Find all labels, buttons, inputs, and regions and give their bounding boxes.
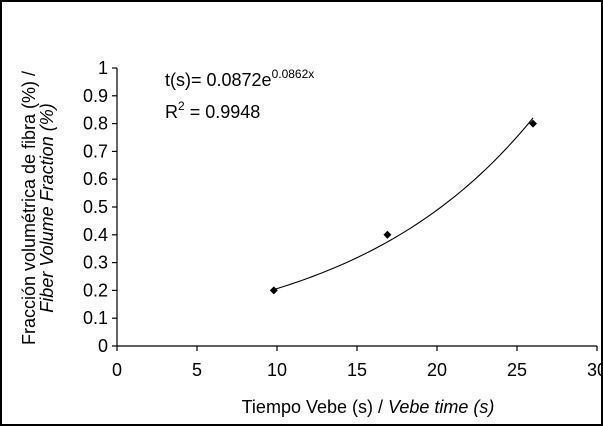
y-tick-label: 0.5: [83, 197, 108, 217]
y-ticks: 0 0.1 0.2 0.3 0.4 0.5 0.6 0.7 0.8 0.9 1: [83, 58, 117, 356]
x-tick-label: 0: [112, 360, 122, 380]
equation-exponent: 0.0862x: [272, 67, 315, 81]
y-tick-label: 0: [98, 336, 108, 356]
x-tick-label: 10: [267, 360, 287, 380]
x-tick-label: 25: [507, 360, 527, 380]
y-axis-label: Fracción volumétrica de fibra (%) / Fibe…: [19, 71, 57, 345]
trendline: [273, 117, 534, 291]
y-tick-label: 1: [98, 58, 108, 78]
trendline-equation: t(s)= 0.0872e0.0862x: [165, 67, 314, 90]
x-tick-label: 20: [427, 360, 447, 380]
y-tick-label: 0.6: [83, 169, 108, 189]
x-ticks: 0 5 10 15 20 25 30: [112, 346, 603, 380]
x-tick-label: 15: [347, 360, 367, 380]
data-point: [383, 230, 392, 239]
x-axis-label: Tiempo Vebe (s) / Vebe time (s): [242, 397, 495, 417]
y-axis-label-line1: Fracción volumétrica de fibra (%) /: [19, 71, 39, 345]
y-tick-label: 0.8: [83, 114, 108, 134]
y-tick-label: 0.1: [83, 308, 108, 328]
y-tick-label: 0.3: [83, 253, 108, 273]
y-tick-label: 0.2: [83, 280, 108, 300]
y-tick-label: 0.9: [83, 86, 108, 106]
y-tick-label: 0.4: [83, 225, 108, 245]
data-points: [269, 119, 537, 295]
equation-base: t(s)= 0.0872e: [165, 70, 272, 90]
x-tick-label: 5: [192, 360, 202, 380]
x-tick-label: 30: [587, 360, 603, 380]
data-point: [529, 119, 537, 128]
y-axis-label-line2: Fiber Volume Fraction (%): [37, 103, 57, 312]
data-point: [269, 286, 278, 295]
y-tick-label: 0.7: [83, 141, 108, 161]
r-squared: R2 = 0.9948: [165, 99, 260, 122]
